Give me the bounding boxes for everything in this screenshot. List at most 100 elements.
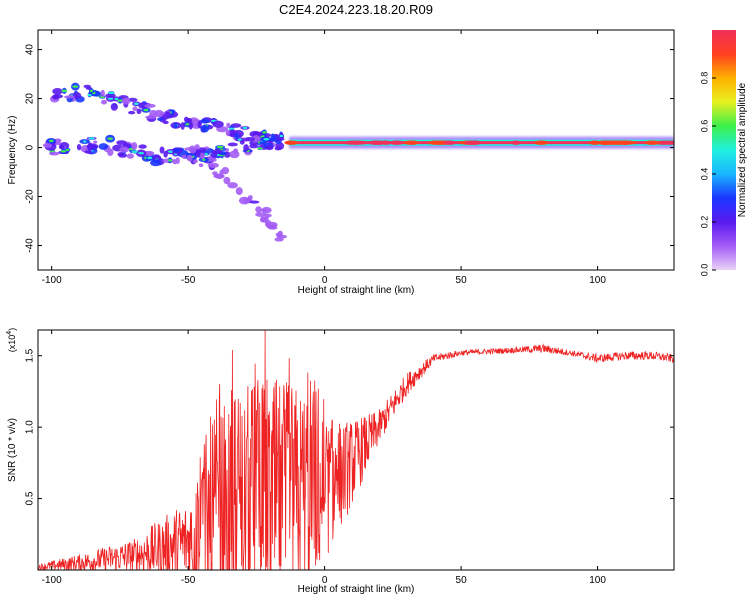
spectral-blob [121,97,131,105]
spectral-blob [223,176,231,185]
spectrogram-frame [37,29,675,271]
snr-y-tick-label: 1.5 [25,348,36,362]
spectral-blob [212,157,217,162]
spectral-blob [192,159,198,163]
spectral-blob [144,103,156,108]
snr-x-tick-label: -100 [42,575,62,586]
spectral-blob [87,142,93,150]
colorbar-tick-label: 0.2 [699,216,709,229]
spectral-blob [132,106,138,112]
spectral-blob [219,169,224,178]
spectral-peak [89,89,93,93]
spectral-peak [83,140,87,143]
spectral-blob [42,142,53,148]
spectral-blob [207,162,219,168]
carrier-peak [534,140,549,145]
spectral-peak [60,150,67,153]
spectral-blob [197,120,202,129]
spectral-blob [180,122,185,130]
spectral-blob [270,133,276,142]
spectral-blob [227,182,238,189]
carrier-peak [644,140,661,145]
spectral-blob [173,148,181,153]
snr-x-tick-label: -50 [181,575,196,586]
spectral-peak [263,138,270,141]
snr-y-tick-label: 1.0 [25,420,36,434]
snr-y-tick-label: 0.5 [25,491,36,505]
spectral-blob [239,139,245,145]
carrier-peak [388,140,405,145]
spectral-blob [226,122,231,128]
spectral-peak [117,99,123,102]
spectral-peak [88,137,95,140]
spectrogram-y-ticks: -40 -20 0 20 40 [25,44,674,253]
spectral-peak [107,97,114,100]
spectral-blob [52,88,63,95]
carrier-peak [464,140,484,145]
spectral-blob [277,230,283,236]
spectral-peak [72,85,79,88]
colorbar-tick-label: 0.8 [699,72,709,85]
spectral-blob [264,219,272,228]
spectral-blob [151,155,162,159]
spectral-blob [58,145,65,150]
spectral-blob [200,118,210,124]
spectral-blob [186,154,193,162]
spectral-blob [147,151,153,157]
spectral-blob [255,206,262,214]
spectral-blob [213,148,223,155]
spectral-blob [249,200,260,204]
spectrogram-y-tick-label: -20 [25,189,36,204]
carrier-peak [403,140,420,145]
spectral-blob [149,159,162,167]
spectral-peak [216,145,224,149]
carrier-peak [428,140,445,145]
snr-x-label: Height of straight line (km) [298,584,415,595]
spectrogram-y-tick-label: 20 [25,93,36,105]
spectral-blob [243,144,249,152]
spectrogram-panel: -100 -50 0 50 100 -40 -20 0 20 40 Height of stra… [7,29,675,296]
spectral-blob [83,84,92,89]
spectral-blob [165,111,171,116]
spectral-peak [279,134,284,138]
spectral-blob [100,99,107,105]
carrier-peak [367,140,385,145]
spectral-blob [119,146,129,153]
spectral-blob [200,124,210,133]
spectrogram-y-tick-label: -40 [25,238,36,253]
spectral-peak [107,137,114,140]
snr-y-multiplier: (x104) [6,328,17,352]
spectral-blob [84,150,93,154]
spectral-peak [114,97,119,101]
spectrogram-marks [42,82,674,242]
carrier-peak [510,140,521,145]
spectral-blob [275,137,285,141]
snr-y-multiplier-exp: 4 [6,331,13,335]
spectral-blob [274,146,282,151]
carrier-peak [588,140,601,145]
spectral-blob [198,163,204,168]
spectral-blob [55,139,61,146]
spectral-blob [238,196,250,205]
snr-series-line [38,330,674,570]
carrier-peak [284,140,299,145]
spectral-peak [134,102,139,106]
spectral-blob [93,140,98,144]
spectral-blob [185,118,193,123]
spectral-peak [61,89,68,93]
spectrogram-x-tick-label: 50 [456,275,468,286]
spectral-blob [105,93,116,98]
spectral-blob [261,206,272,214]
spectral-blob [136,108,142,115]
snr-y-ticks: 0.5 1.0 1.5 [25,348,674,506]
spectral-blob [227,142,238,147]
snr-x-tick-label: 0 [322,575,328,586]
spectral-blob [221,166,230,175]
spectral-blob [247,195,253,200]
spectral-peak [147,156,153,160]
spectral-blob [63,95,75,99]
colorbar-tick-label: 0.0 [699,264,709,277]
spectral-blob [49,151,60,156]
spectral-blob [175,157,180,164]
